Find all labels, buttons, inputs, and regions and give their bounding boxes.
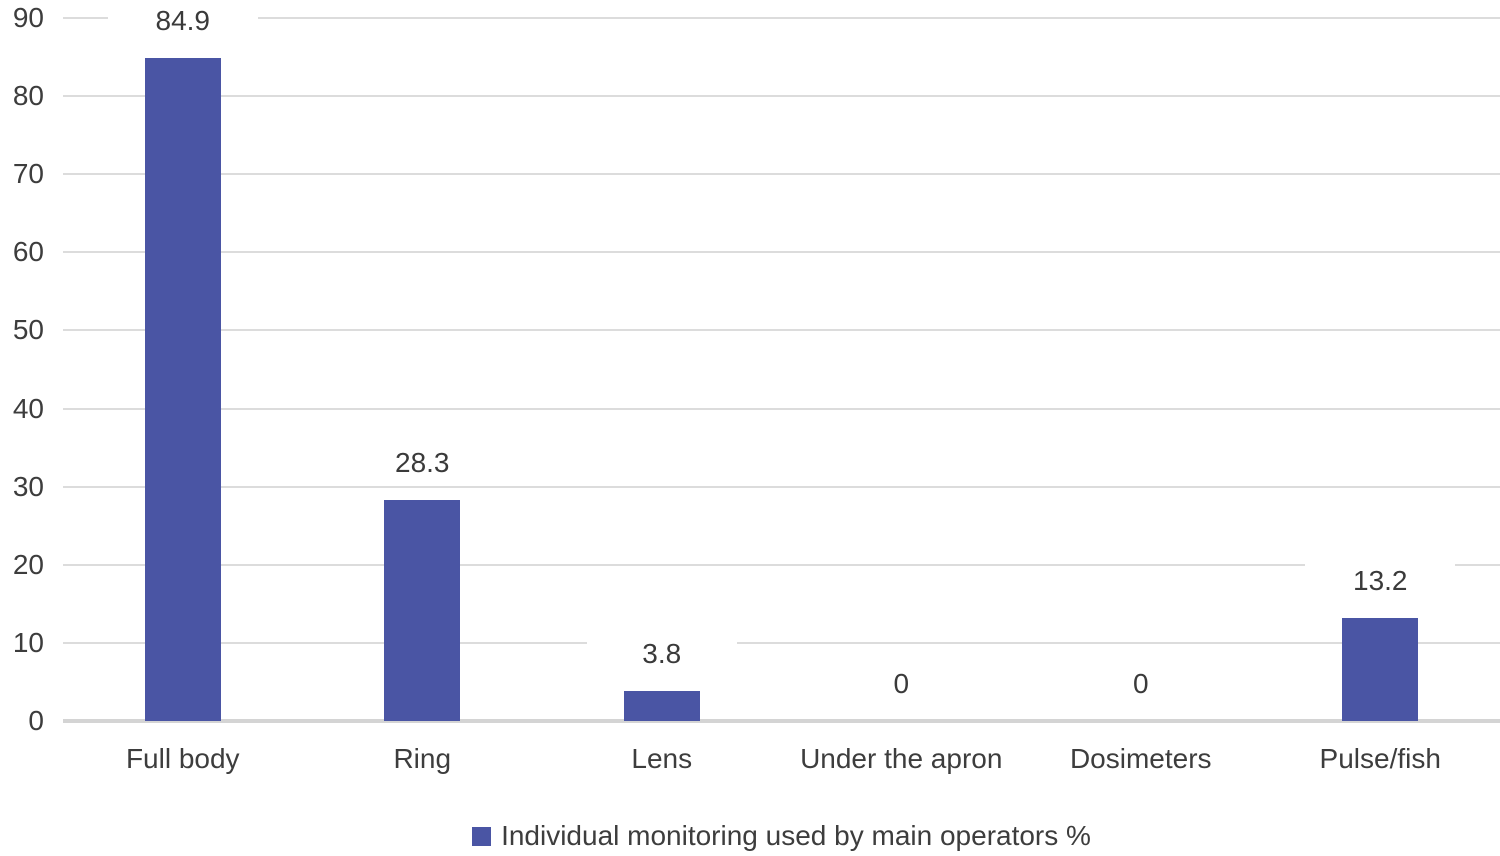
y-axis-tick-label-40: 40	[12, 392, 44, 424]
gridline-y-80	[63, 95, 1500, 98]
x-axis-category-label-ring: Ring	[393, 743, 452, 774]
y-axis-tick-label-90: 90	[12, 2, 44, 33]
x-axis-category-label-dosimeters: Dosimeters	[1069, 743, 1212, 774]
x-axis-baseline	[63, 719, 1500, 723]
y-axis-tick-label-30: 30	[12, 470, 44, 502]
x-axis-category-label-full-body: Full body	[125, 743, 240, 774]
gridline-y-50	[63, 329, 1500, 332]
bar-value-label-lens: 3.8	[586, 637, 737, 672]
gridline-y-10	[63, 641, 1500, 644]
y-axis-tick-label-50: 50	[12, 314, 44, 346]
bar-value-label-dosimeters: 0	[1065, 667, 1216, 701]
legend-label: Individual monitoring used by main opera…	[501, 820, 1091, 851]
bar-full-body	[144, 57, 221, 721]
bar-ring	[384, 499, 461, 721]
gridline-y-90	[63, 17, 1500, 19]
bar-value-label-under-the-apron: 0	[826, 667, 977, 701]
x-axis-category-label-pulse-fish: Pulse/fish	[1319, 743, 1441, 774]
bar-value-label-pulse-fish: 13.2	[1305, 563, 1456, 598]
y-axis-tick-label-10: 10	[12, 626, 44, 658]
bar-lens	[623, 691, 700, 721]
bar-value-label-full-body: 84.9	[107, 3, 258, 38]
bar-pulse-fish	[1342, 617, 1419, 721]
y-axis-tick-label-70: 70	[12, 158, 44, 190]
y-axis-tick-label-0: 0	[28, 705, 44, 736]
legend-swatch	[472, 826, 492, 846]
gridline-y-30	[63, 485, 1500, 488]
chart-legend: Individual monitoring used by main opera…	[63, 818, 1500, 854]
y-axis-tick-label-20: 20	[12, 548, 44, 580]
x-axis-category-label-lens: Lens	[631, 743, 693, 774]
gridline-y-60	[63, 251, 1500, 254]
gridline-y-70	[63, 173, 1500, 176]
gridline-y-20	[63, 563, 1500, 566]
gridline-y-40	[63, 407, 1500, 410]
x-axis-category-label-under-the-apron: Under the apron	[800, 743, 1003, 774]
bar-value-label-ring: 28.3	[347, 445, 498, 480]
y-axis-tick-label-60: 60	[12, 236, 44, 268]
y-axis-tick-label-80: 80	[12, 80, 44, 112]
